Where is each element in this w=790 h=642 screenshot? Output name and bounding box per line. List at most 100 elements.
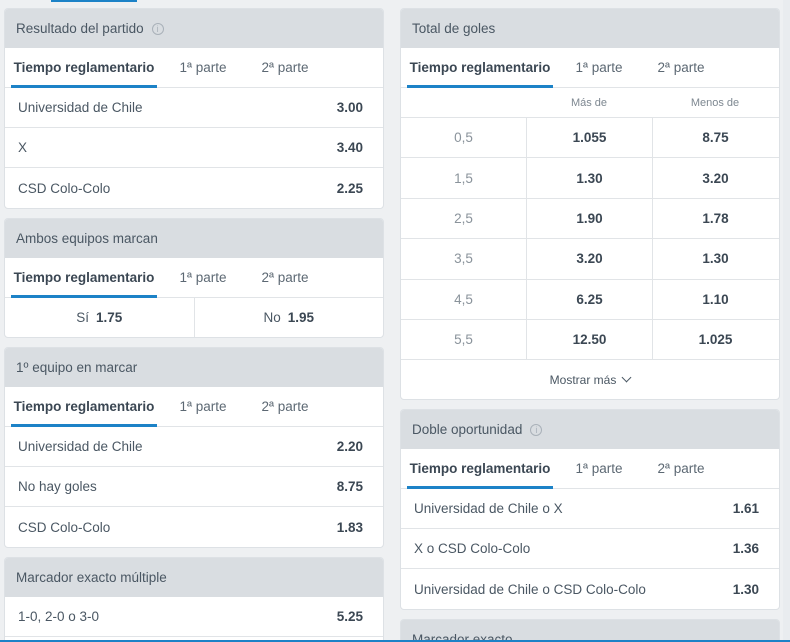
over-under-row: 4,5 6.25 1.10 xyxy=(401,279,779,320)
tab-first-half[interactable]: 1ª parte xyxy=(179,270,227,285)
selection-row[interactable]: Universidad de Chile o CSD Colo-Colo 1.3… xyxy=(401,569,779,609)
under-odds[interactable]: 1.025 xyxy=(652,319,778,360)
goal-line: 5,5 xyxy=(454,332,473,348)
selection-odds: 1.61 xyxy=(732,501,759,517)
option-odds: 1.95 xyxy=(287,310,315,325)
tab-first-half[interactable]: 1ª parte xyxy=(575,461,623,477)
market-title: Marcador exacto múltiple xyxy=(16,570,167,585)
under-odds[interactable]: 1.78 xyxy=(652,198,778,239)
goal-line: 0,5 xyxy=(454,130,473,146)
market-double-chance: Doble oportunidad i Tiempo reglamentario… xyxy=(400,409,780,611)
tab-second-half[interactable]: 2ª parte xyxy=(657,60,705,75)
info-icon[interactable]: i xyxy=(530,423,543,436)
tab-second-half[interactable]: 2ª parte xyxy=(657,461,705,477)
market-header[interactable]: Resultado del partido i xyxy=(5,9,383,48)
info-icon[interactable]: i xyxy=(151,22,164,35)
market-first-to-score: 1º equipo en marcar Tiempo reglamentario… xyxy=(4,347,384,548)
selection-row[interactable]: CSD Colo-Colo 1.83 xyxy=(5,507,383,547)
market-header[interactable]: Ambos equipos marcan xyxy=(5,219,383,258)
selection-odds: 1.83 xyxy=(336,519,363,535)
selection-row[interactable]: X 3.40 xyxy=(5,128,383,168)
tab-regular-time[interactable]: Tiempo reglamentario xyxy=(407,449,553,490)
selection-row[interactable]: 1-0, 2-0 o 3-0 5.25 xyxy=(5,597,383,637)
goal-line: 1,5 xyxy=(454,170,473,186)
market-title: Marcador exacto xyxy=(412,632,513,642)
period-tabs: Tiempo reglamentario 1ª parte 2ª parte xyxy=(5,387,383,427)
show-more-button[interactable]: Mostrar más xyxy=(401,360,779,399)
col-under-label: Menos de xyxy=(690,96,740,109)
selection-row[interactable]: CSD Colo-Colo 2.25 xyxy=(5,168,383,208)
selection-odds: 3.40 xyxy=(336,140,363,155)
show-more-label: Mostrar más xyxy=(549,372,617,387)
market-title: Resultado del partido xyxy=(16,21,144,36)
selection-row[interactable]: Universidad de Chile 3.00 xyxy=(5,88,383,128)
market-title: Doble oportunidad xyxy=(412,422,523,438)
market-header[interactable]: Total de goles xyxy=(401,9,779,48)
selection-row[interactable]: Universidad de Chile 2.20 xyxy=(5,427,383,467)
selection-row[interactable]: Universidad de Chile o X 1.61 xyxy=(401,489,779,530)
over-under-row: 2,5 1.90 1.78 xyxy=(401,198,779,240)
over-odds[interactable]: 1.055 xyxy=(526,118,652,158)
over-odds[interactable]: 1.90 xyxy=(526,198,652,239)
tab-first-half[interactable]: 1ª parte xyxy=(575,60,623,75)
over-under-header: Más de Menos de xyxy=(401,88,779,118)
selection-label: CSD Colo-Colo xyxy=(18,519,111,535)
selection-label: Universidad de Chile xyxy=(18,439,143,454)
tab-second-half[interactable]: 2ª parte xyxy=(261,270,309,285)
market-title: Ambos equipos marcan xyxy=(16,231,158,246)
market-header[interactable]: 1º equipo en marcar xyxy=(5,348,383,387)
goal-line: 3,5 xyxy=(454,251,473,267)
option-no[interactable]: No 1.95 xyxy=(193,298,384,337)
market-header[interactable]: Marcador exacto xyxy=(401,620,779,642)
option-label: Sí xyxy=(76,310,89,325)
tab-regular-time[interactable]: Tiempo reglamentario xyxy=(11,258,157,298)
over-odds[interactable]: 1.30 xyxy=(526,158,652,198)
tab-first-half[interactable]: 1ª parte xyxy=(179,60,227,75)
selection-label: X xyxy=(18,140,28,155)
over-under-row: 1,5 1.30 3.20 xyxy=(401,158,779,199)
left-column: Resultado del partido i Tiempo reglament… xyxy=(4,8,384,642)
selection-label: No hay goles xyxy=(18,479,97,494)
selection-odds: 2.20 xyxy=(336,439,363,454)
over-odds[interactable]: 12.50 xyxy=(526,319,652,360)
option-odds: 1.75 xyxy=(95,310,123,325)
under-odds[interactable]: 1.10 xyxy=(652,279,778,319)
market-title: 1º equipo en marcar xyxy=(16,360,138,375)
period-tabs: Tiempo reglamentario 1ª parte 2ª parte xyxy=(401,449,779,490)
chevron-down-icon xyxy=(621,372,632,383)
goal-line: 2,5 xyxy=(454,210,473,226)
over-odds[interactable]: 6.25 xyxy=(526,279,652,319)
goal-line: 4,5 xyxy=(454,291,473,307)
col-over-label: Más de xyxy=(570,96,608,109)
tab-regular-time[interactable]: Tiempo reglamentario xyxy=(407,48,553,88)
tab-regular-time[interactable]: Tiempo reglamentario xyxy=(11,387,157,427)
over-under-row: 5,5 12.50 1.025 xyxy=(401,319,779,361)
tab-regular-time[interactable]: Tiempo reglamentario xyxy=(11,48,157,88)
market-title: Total de goles xyxy=(412,21,496,36)
right-column: Total de goles Tiempo reglamentario 1ª p… xyxy=(400,8,780,642)
tab-second-half[interactable]: 2ª parte xyxy=(261,399,309,414)
selection-odds: 5.25 xyxy=(336,609,363,624)
market-header[interactable]: Marcador exacto múltiple xyxy=(5,558,383,597)
selection-label: Universidad de Chile o CSD Colo-Colo xyxy=(414,581,646,597)
under-odds[interactable]: 8.75 xyxy=(652,118,778,158)
market-header[interactable]: Doble oportunidad i xyxy=(401,410,779,450)
selection-row[interactable]: No hay goles 8.75 xyxy=(5,467,383,507)
selection-label: X o CSD Colo-Colo xyxy=(414,541,531,557)
selection-label: 1-0, 2-0 o 3-0 xyxy=(18,609,100,624)
selection-odds: 1.36 xyxy=(732,541,759,557)
market-correct-score: Marcador exacto xyxy=(400,619,780,642)
option-yes[interactable]: Sí 1.75 xyxy=(5,298,194,337)
market-total-goals: Total de goles Tiempo reglamentario 1ª p… xyxy=(400,8,780,401)
selection-row[interactable]: X o CSD Colo-Colo 1.36 xyxy=(401,529,779,570)
over-odds[interactable]: 3.20 xyxy=(526,239,652,279)
tab-second-half[interactable]: 2ª parte xyxy=(261,60,309,75)
tab-first-half[interactable]: 1ª parte xyxy=(179,399,227,414)
under-odds[interactable]: 3.20 xyxy=(652,158,778,198)
under-odds[interactable]: 1.30 xyxy=(652,239,778,279)
bottom-accent-line xyxy=(0,640,790,642)
period-tabs: Tiempo reglamentario 1ª parte 2ª parte xyxy=(401,48,779,88)
scrollbar[interactable] xyxy=(783,0,790,642)
selection-label: Universidad de Chile xyxy=(18,100,143,115)
yes-no-options: Sí 1.75 No 1.95 xyxy=(5,298,383,337)
